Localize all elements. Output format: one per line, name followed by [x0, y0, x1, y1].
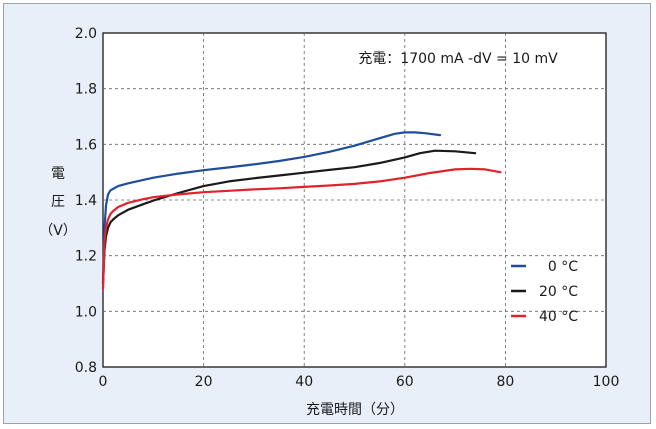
- series-line-0: [101, 131, 442, 285]
- y-axis-label-2: 圧: [51, 194, 65, 210]
- plot-area: [102, 32, 607, 368]
- x-tick-label: 0: [99, 374, 108, 390]
- x-tick-label: 20: [195, 374, 213, 390]
- annotation: 充電：1700 mA -dV = 10 mV: [358, 51, 558, 67]
- x-tick-label: 60: [396, 374, 414, 390]
- y-axis-label-1: 電: [51, 166, 65, 182]
- y-tick-label: 2.0: [75, 26, 97, 42]
- y-axis-label-3: （V）: [39, 223, 77, 239]
- series-line-2: [101, 167, 502, 291]
- ticks: 0 20 40 60 80 100 0.8 1.0 1.2 1.4 1.6 1.8 2.0: [75, 26, 620, 390]
- y-tick-label: 1.4: [75, 193, 97, 209]
- y-tick-label: 1.0: [75, 304, 97, 320]
- x-tick-label: 100: [593, 374, 620, 390]
- y-tick-label: 1.8: [75, 82, 97, 98]
- series-line-1: [101, 149, 477, 285]
- grid: [103, 33, 606, 367]
- series-layer: [101, 131, 502, 291]
- x-tick-label: 40: [295, 374, 313, 390]
- y-tick-label: 1.2: [75, 249, 97, 265]
- legend-label-1: 20 °C: [539, 284, 578, 300]
- legend-label-0: 0 °C: [548, 259, 578, 275]
- x-axis-label: 充電時間（分）: [306, 402, 404, 418]
- y-tick-label: 1.6: [75, 137, 97, 153]
- x-tick-label: 80: [496, 374, 514, 390]
- legend: 0 °C 20 °C 40 °C: [511, 259, 578, 325]
- legend-label-2: 40 °C: [539, 309, 578, 325]
- y-tick-label: 0.8: [75, 360, 97, 376]
